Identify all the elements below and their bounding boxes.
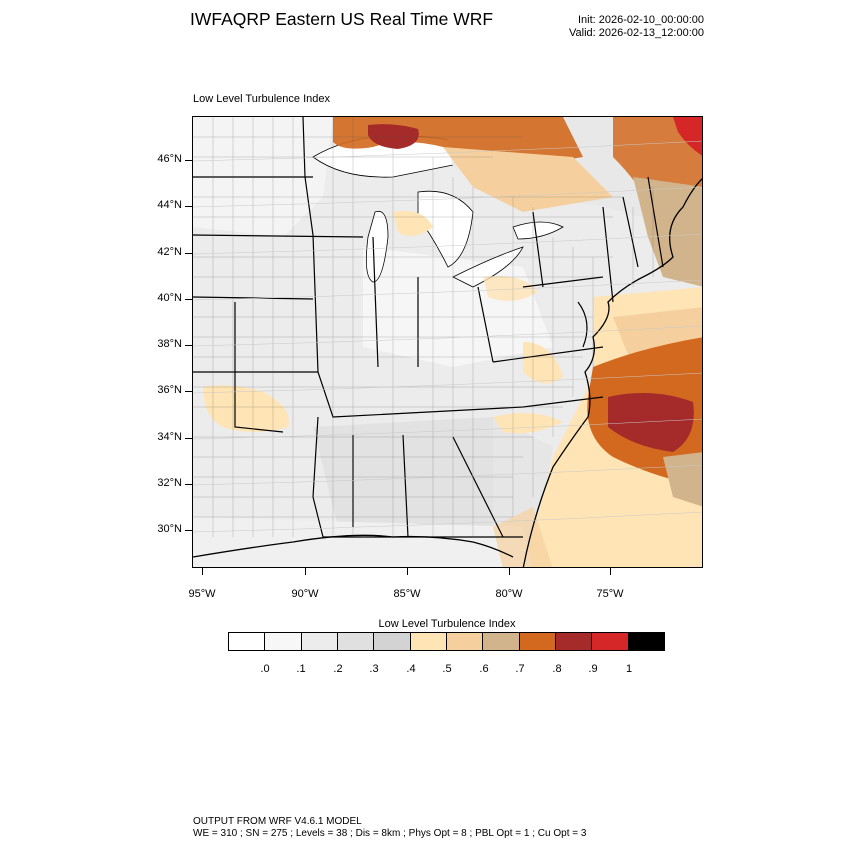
lon-label: 95°W xyxy=(188,588,216,600)
lon-label: 80°W xyxy=(495,588,523,600)
colorbar-box xyxy=(229,633,266,650)
colorbar-label: .8 xyxy=(552,663,562,675)
lat-tick xyxy=(185,299,192,300)
lat-tick xyxy=(185,160,192,161)
lake-michigan xyxy=(365,210,389,283)
colorbar-label: 1 xyxy=(625,663,633,675)
lat-label: 34°N xyxy=(157,431,182,443)
patch-arkansas xyxy=(203,385,289,432)
county-grid xyxy=(193,117,654,537)
model-info: OUTPUT FROM WRF V4.6.1 MODEL WE = 310 ; … xyxy=(193,816,586,840)
map-svg xyxy=(193,117,702,567)
colorbar-label: .0 xyxy=(260,663,270,675)
colorbar-label: .7 xyxy=(515,663,525,675)
patch-michigan xyxy=(393,211,433,236)
model-info-line2: WE = 310 ; SN = 275 ; Levels = 38 ; Dis … xyxy=(193,828,587,839)
colorbar-box xyxy=(337,633,375,650)
colorbar xyxy=(228,632,665,651)
colorbar-box xyxy=(519,633,556,650)
map-panel xyxy=(192,116,703,568)
turb-superior-red xyxy=(368,124,419,149)
east-coastline xyxy=(522,178,702,567)
lat-label: 36°N xyxy=(157,384,182,396)
lat-tick xyxy=(185,391,192,392)
colorbar-box xyxy=(628,633,664,650)
colorbar-label: .1 xyxy=(296,663,306,675)
lat-tick xyxy=(185,206,192,207)
colorbar-label: .4 xyxy=(406,663,416,675)
colorbar-label: .3 xyxy=(369,663,379,675)
colorbar-title: Low Level Turbulence Index xyxy=(378,618,516,630)
panel-title: Low Level Turbulence Index xyxy=(193,93,330,105)
lon-label: 75°W xyxy=(596,588,624,600)
lat-label: 42°N xyxy=(157,246,182,258)
valid-time: Valid: 2026-02-13_12:00:00 xyxy=(569,27,704,39)
init-time: Init: 2026-02-10_00:00:00 xyxy=(578,14,704,26)
colorbar-box xyxy=(592,633,629,650)
lat-label: 40°N xyxy=(157,292,182,304)
lat-label: 38°N xyxy=(157,338,182,350)
gulf-coastline xyxy=(193,534,514,558)
lon-tick xyxy=(509,568,510,575)
colorbar-box xyxy=(483,633,520,650)
lat-tick xyxy=(185,253,192,254)
lat-tick xyxy=(185,484,192,485)
lon-tick xyxy=(202,568,203,575)
turb-ne-red xyxy=(673,117,702,156)
colorbar-box xyxy=(374,633,411,650)
lake-huron xyxy=(417,190,474,268)
lon-label: 90°W xyxy=(291,588,319,600)
lon-tick xyxy=(610,568,611,575)
lon-tick xyxy=(305,568,306,575)
colorbar-box xyxy=(555,633,593,650)
lat-label: 30°N xyxy=(157,523,182,535)
lon-label: 85°W xyxy=(393,588,421,600)
colorbar-label: .2 xyxy=(333,663,343,675)
patch-pa xyxy=(483,276,538,301)
lake-ontario xyxy=(512,221,564,240)
colorbar-box xyxy=(446,633,484,650)
lat-label: 46°N xyxy=(157,153,182,165)
graticule xyxy=(193,140,702,533)
land-gray-southeast xyxy=(313,417,523,547)
lat-tick xyxy=(185,438,192,439)
colorbar-box xyxy=(410,633,447,650)
model-info-line1: OUTPUT FROM WRF V4.6.1 MODEL xyxy=(193,816,362,827)
colorbar-label: .6 xyxy=(479,663,489,675)
colorbar-box xyxy=(301,633,338,650)
lat-label: 32°N xyxy=(157,477,182,489)
colorbar-label: .9 xyxy=(588,663,598,675)
turb-north-tan xyxy=(443,147,613,212)
colorbar-box xyxy=(265,633,302,650)
lon-tick xyxy=(407,568,408,575)
time-info: Init: 2026-02-10_00:00:00 Valid: 2026-02… xyxy=(569,14,704,40)
chart-title: IWFAQRP Eastern US Real Time WRF xyxy=(190,9,494,29)
lat-label: 44°N xyxy=(157,199,182,211)
ocean-darkred xyxy=(608,393,694,452)
lat-tick xyxy=(185,530,192,531)
lat-tick xyxy=(185,345,192,346)
colorbar-label: .5 xyxy=(442,663,452,675)
